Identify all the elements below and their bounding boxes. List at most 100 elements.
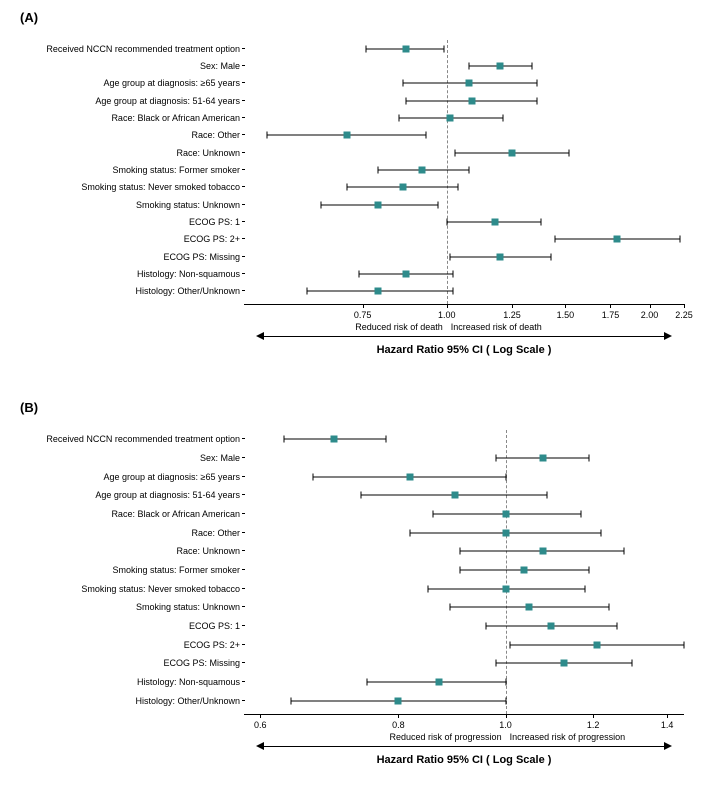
x-tick bbox=[565, 304, 566, 308]
ci-cap bbox=[616, 623, 617, 630]
ci-cap bbox=[367, 679, 368, 686]
y-tick bbox=[242, 256, 245, 257]
row-label-column: Received NCCN recommended treatment opti… bbox=[0, 430, 244, 710]
ci-cap bbox=[399, 115, 400, 122]
y-tick bbox=[242, 134, 245, 135]
x-tick bbox=[512, 304, 513, 308]
ci-cap bbox=[449, 604, 450, 611]
x-tick-label: 0.8 bbox=[392, 720, 405, 730]
hr-marker bbox=[497, 63, 504, 70]
y-tick bbox=[242, 169, 245, 170]
y-tick bbox=[242, 700, 245, 701]
ci-cap bbox=[536, 80, 537, 87]
x-tick-label: 1.4 bbox=[661, 720, 674, 730]
hr-marker bbox=[468, 97, 475, 104]
y-tick bbox=[242, 625, 245, 626]
direction-arrow-line bbox=[264, 746, 664, 747]
x-tick bbox=[260, 714, 261, 718]
hr-marker bbox=[502, 511, 509, 518]
arrow-head-left-icon bbox=[256, 742, 264, 750]
hr-marker bbox=[374, 288, 381, 295]
y-tick bbox=[242, 221, 245, 222]
hr-marker bbox=[451, 492, 458, 499]
hr-marker bbox=[403, 271, 410, 278]
ci-cap bbox=[320, 201, 321, 208]
row-label: Histology: Other/Unknown bbox=[4, 696, 240, 706]
ci-cap bbox=[502, 115, 503, 122]
ci-cap bbox=[540, 219, 541, 226]
hr-marker bbox=[526, 604, 533, 611]
ci-cap bbox=[580, 511, 581, 518]
ci-cap bbox=[402, 80, 403, 87]
y-tick bbox=[242, 457, 245, 458]
hr-marker bbox=[403, 45, 410, 52]
ci-cap bbox=[410, 529, 411, 536]
row-label: Age group at diagnosis: ≥65 years bbox=[4, 472, 240, 482]
ci-cap bbox=[449, 253, 450, 260]
ci-cap bbox=[452, 271, 453, 278]
hr-marker bbox=[502, 585, 509, 592]
ci-cap bbox=[608, 604, 609, 611]
x-tick bbox=[667, 714, 668, 718]
plot-area bbox=[244, 40, 684, 300]
ci-cap bbox=[569, 149, 570, 156]
panel-label: (B) bbox=[20, 400, 38, 415]
row-label: Histology: Other/Unknown bbox=[4, 286, 240, 296]
plot-area bbox=[244, 430, 684, 710]
row-label: ECOG PS: Missing bbox=[4, 252, 240, 262]
x-tick-label: 0.6 bbox=[254, 720, 267, 730]
left-annotation: Reduced risk of death bbox=[355, 322, 443, 332]
x-tick bbox=[593, 714, 594, 718]
row-label: Smoking status: Never smoked tobacco bbox=[4, 584, 240, 594]
row-label: Race: Unknown bbox=[4, 148, 240, 158]
row-label: ECOG PS: Missing bbox=[4, 658, 240, 668]
y-tick bbox=[242, 662, 245, 663]
row-label: ECOG PS: 2+ bbox=[4, 640, 240, 650]
row-label: ECOG PS: 1 bbox=[4, 621, 240, 631]
row-label: Age group at diagnosis: ≥65 years bbox=[4, 78, 240, 88]
ci-cap bbox=[433, 511, 434, 518]
ci-cap bbox=[532, 63, 533, 70]
row-label: Age group at diagnosis: 51-64 years bbox=[4, 490, 240, 500]
hr-marker bbox=[395, 697, 402, 704]
ci-cap bbox=[536, 97, 537, 104]
ci-cap bbox=[346, 184, 347, 191]
x-tick-label: 2.25 bbox=[675, 310, 693, 320]
x-tick-label: 1.50 bbox=[557, 310, 575, 320]
ci-cap bbox=[443, 45, 444, 52]
hr-marker bbox=[497, 253, 504, 260]
hr-marker bbox=[407, 473, 414, 480]
x-tick bbox=[447, 304, 448, 308]
ci-cap bbox=[360, 492, 361, 499]
y-tick bbox=[242, 48, 245, 49]
y-tick bbox=[242, 186, 245, 187]
ci-cap bbox=[406, 97, 407, 104]
ci-cap bbox=[485, 623, 486, 630]
ci-cap bbox=[358, 271, 359, 278]
x-tick bbox=[363, 304, 364, 308]
ci-cap bbox=[291, 697, 292, 704]
row-label: Race: Other bbox=[4, 528, 240, 538]
row-label: Received NCCN recommended treatment opti… bbox=[4, 44, 240, 54]
ci-cap bbox=[283, 436, 284, 443]
arrow-head-left-icon bbox=[256, 332, 264, 340]
forest-plot-figure: (A) Received NCCN recommended treatment o… bbox=[0, 0, 709, 809]
ci-cap bbox=[589, 567, 590, 574]
right-annotation: Increased risk of death bbox=[451, 322, 542, 332]
ci-cap bbox=[589, 455, 590, 462]
y-tick bbox=[242, 65, 245, 66]
y-tick bbox=[242, 588, 245, 589]
ci-cap bbox=[266, 132, 267, 139]
ci-cap bbox=[601, 529, 602, 536]
ci-cap bbox=[366, 45, 367, 52]
hr-marker bbox=[399, 184, 406, 191]
row-label: Smoking status: Unknown bbox=[4, 602, 240, 612]
ci-cap bbox=[551, 253, 552, 260]
hr-marker bbox=[539, 455, 546, 462]
ci-cap bbox=[455, 149, 456, 156]
panel-label: (A) bbox=[20, 10, 38, 25]
y-tick bbox=[242, 513, 245, 514]
hr-marker bbox=[466, 80, 473, 87]
direction-arrow-line bbox=[264, 336, 664, 337]
hr-marker bbox=[446, 115, 453, 122]
